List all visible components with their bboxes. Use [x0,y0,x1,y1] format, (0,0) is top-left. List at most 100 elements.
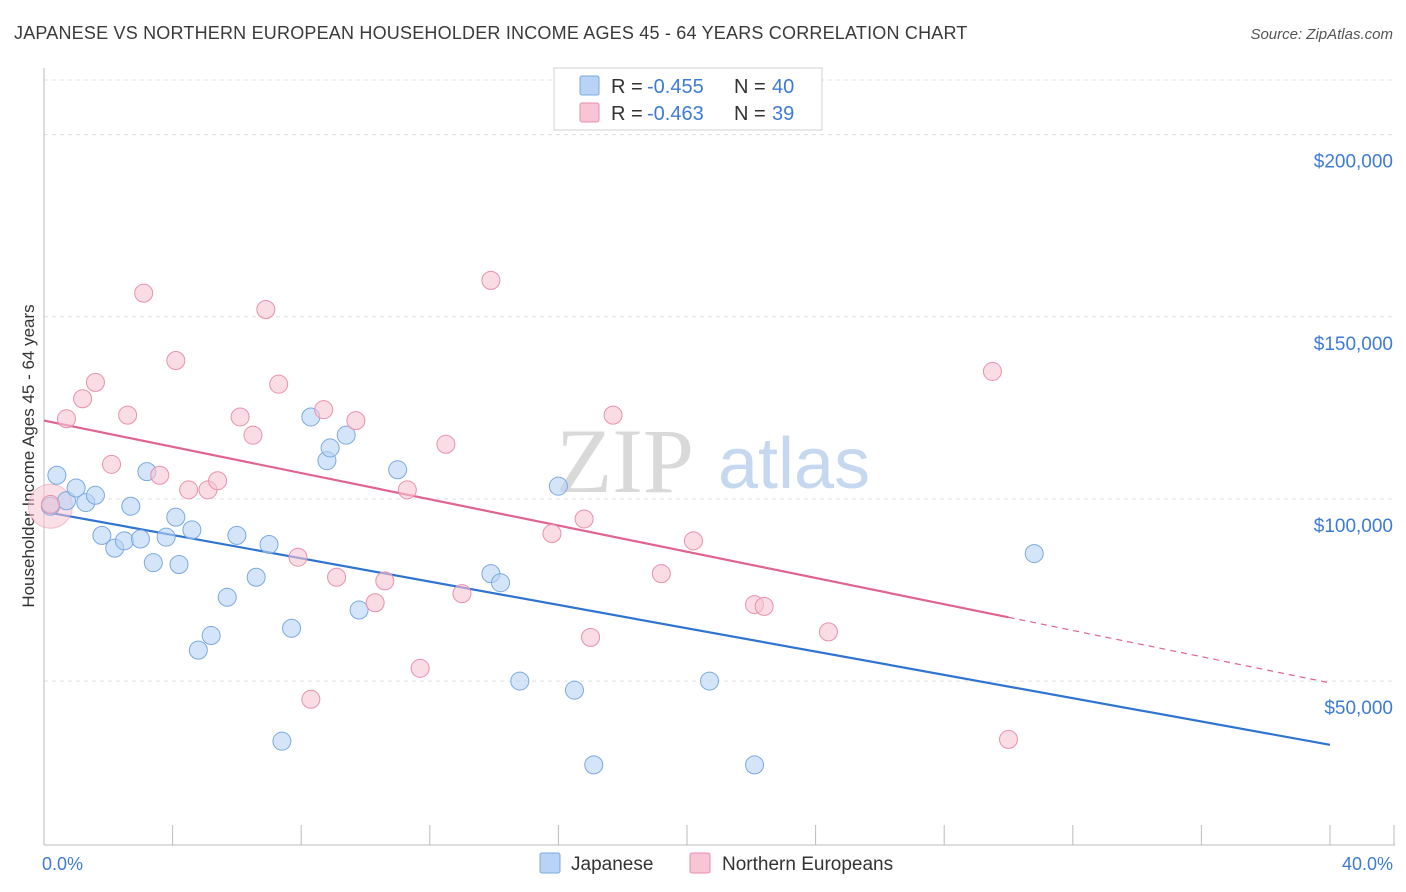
northern-europeans-point [256,300,276,319]
northern-europeans-point [574,509,594,529]
trend-line-northern-europeans [43,419,1009,619]
japanese-point [217,587,237,607]
y-axis-label: Householder Income Ages 45 - 64 years [19,304,38,607]
northern-europeans-point [999,729,1018,749]
northern-europeans-point [166,351,186,370]
japanese-point [92,525,112,545]
trend-line-japanese [43,510,1331,746]
japanese-point [336,425,356,445]
northern-europeans-point [542,524,562,544]
japanese-point [66,478,86,498]
legend-n-label: N = [734,103,766,125]
northern-europeans-point [288,547,308,567]
northern-europeans-point [118,405,138,425]
northern-europeans-point [397,480,417,500]
x-tick-label: 0.0% [42,854,83,874]
japanese-point [584,755,604,775]
northern-europeans-point [40,494,60,514]
y-tick-label: $100,000 [1314,516,1393,537]
japanese-point [47,465,67,485]
watermark-zip: ZIP [556,410,694,512]
northern-europeans-point [683,531,703,551]
japanese-point [169,555,189,574]
japanese-point [85,485,105,505]
japanese-point [1024,544,1044,564]
northern-europeans-point [301,689,321,709]
legend-n-label: N = [734,76,766,98]
scatter-points [27,270,1044,775]
legend-r-label: R = [611,76,643,98]
legend-swatch-northern-europeans [579,102,600,123]
watermark-atlas: atlas [718,424,870,504]
japanese-point [491,573,511,593]
japanese-point [130,529,150,549]
northern-europeans-point [230,407,250,427]
legend-r-value: -0.463 [647,103,704,125]
japanese-point [166,507,186,527]
japanese-point [259,534,279,554]
japanese-point [388,460,408,480]
northern-europeans-point [102,454,122,474]
northern-europeans-point [243,425,263,445]
y-tick-label: $200,000 [1314,152,1393,173]
northern-europeans-point [85,372,105,392]
japanese-point [182,520,202,540]
northern-europeans-point [208,471,228,491]
japanese-point [227,525,247,545]
northern-europeans-point [452,584,472,604]
japanese-point [114,531,134,551]
northern-europeans-point [982,361,1002,381]
northern-europeans-point [436,434,456,454]
northern-europeans-point [410,658,430,678]
northern-europeans-point [134,283,154,303]
japanese-point [282,618,302,638]
bottom-legend-swatch-northern-europeans [689,852,711,874]
japanese-point [745,755,765,775]
chart-source: Source: ZipAtlas.com [1250,26,1393,43]
watermark: ZIP atlas [556,410,870,512]
northern-europeans-point [150,465,170,485]
trend-lines [43,419,1331,746]
grid: $50,000 $100,000 $150,000 $200,000 [44,79,1395,719]
x-tick-label: 40.0% [1342,854,1393,874]
northern-europeans-point [179,480,199,500]
bottom-legend: Japanese Northern Europeans [539,852,893,875]
northern-europeans-point [57,409,77,429]
northern-europeans-point [581,627,601,647]
japanese-point [548,476,568,496]
northern-europeans-point [375,571,395,591]
northern-europeans-point [314,400,334,420]
y-tick-label: $150,000 [1314,334,1393,355]
northern-europeans-point [346,411,366,431]
japanese-point [156,527,176,547]
bottom-legend-swatch-japanese [539,852,561,874]
trend-line-northern-europeans [1008,616,1331,684]
y-tick-label: $50,000 [1324,698,1393,719]
northern-europeans-point [269,374,289,394]
legend: R = -0.455 N = 40 R = -0.463 N = 39 [553,67,823,131]
japanese-point [188,640,208,660]
legend-n-value: 40 [772,76,794,98]
legend-swatch-japanese [579,75,600,96]
japanese-point [349,600,369,620]
japanese-point [510,671,530,691]
bottom-legend-japanese: Japanese [571,854,653,875]
northern-europeans-point [365,593,385,613]
japanese-point [121,496,141,516]
northern-europeans-point [327,567,347,587]
japanese-point [143,553,163,573]
legend-r-value: -0.455 [647,76,704,98]
japanese-point [564,680,584,700]
northern-europeans-point [818,622,838,642]
northern-europeans-point [651,564,671,584]
northern-europeans-point [481,270,501,290]
northern-europeans-point [754,596,774,616]
bottom-legend-northern-europeans: Northern Europeans [722,854,893,875]
japanese-point [320,438,340,458]
japanese-point [700,671,720,691]
chart-title: JAPANESE VS NORTHERN EUROPEAN HOUSEHOLDE… [14,23,968,43]
axes: 0.0% 40.0% [42,68,1395,874]
northern-europeans-point [603,405,623,425]
japanese-point [246,567,266,587]
